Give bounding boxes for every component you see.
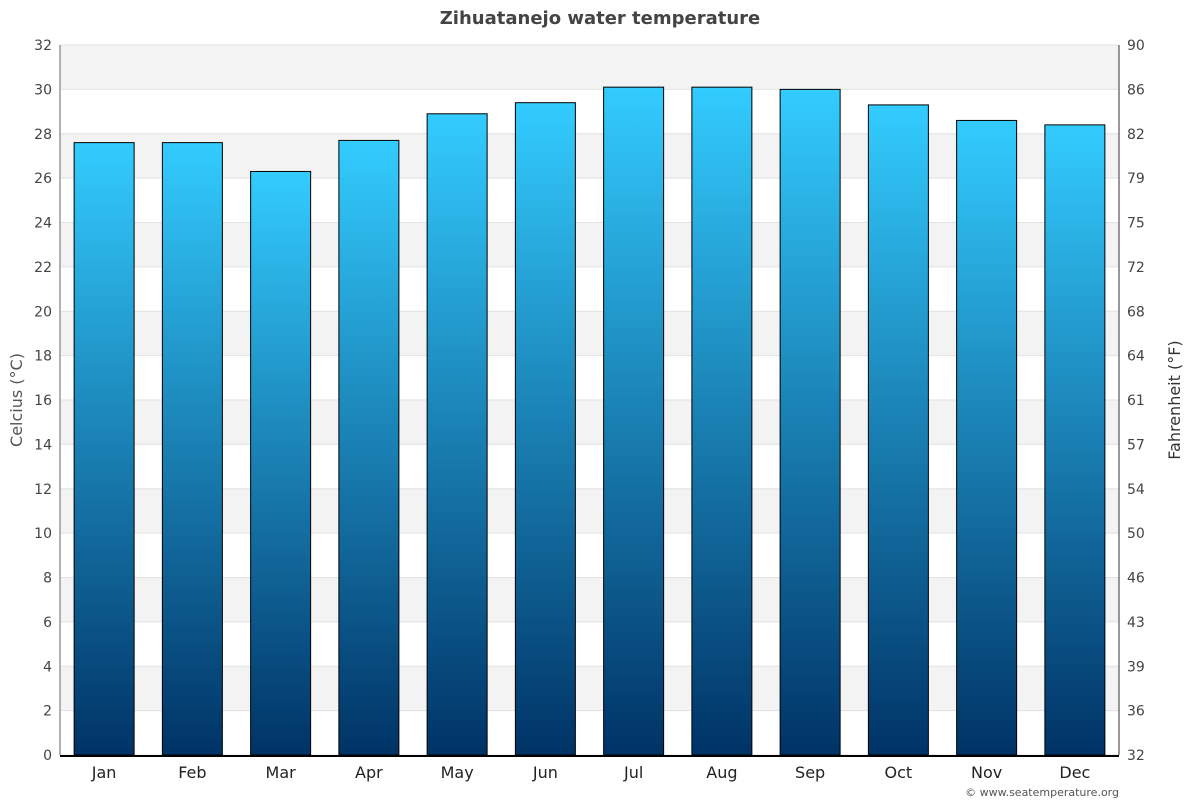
y-tick-label: 4 (43, 659, 52, 675)
y-tick-label-right: 46 (1127, 571, 1145, 587)
y-tick-label: 2 (43, 704, 52, 720)
grid-band (60, 45, 1119, 90)
grid-band (60, 222, 1119, 267)
y-tick-label: 32 (34, 38, 52, 54)
y-axis-right-label: Fahrenheit (°F) (1165, 340, 1184, 459)
y-tick-label: 6 (43, 615, 52, 631)
y-tick-label: 0 (43, 748, 52, 764)
bar-dec (1044, 124, 1106, 756)
bar-jan (73, 142, 135, 756)
bar-sep (779, 88, 841, 756)
y-tick-label: 24 (34, 216, 52, 232)
grid-band (60, 400, 1119, 445)
bar-nov (956, 119, 1018, 756)
y-tick-label: 10 (34, 526, 52, 542)
x-tick-label: Mar (266, 763, 297, 782)
y-tick-label: 14 (34, 437, 52, 453)
x-tick-label: Sep (795, 763, 825, 782)
x-tick-label: Apr (355, 763, 383, 782)
y-tick-label: 26 (34, 171, 52, 187)
x-tick-label: May (441, 763, 474, 782)
chart-title: Zihuatanejo water temperature (440, 8, 761, 29)
y-tick-label: 16 (34, 393, 52, 409)
y-tick-label: 20 (34, 304, 52, 320)
x-tick-label: Jun (532, 763, 558, 782)
bar-jun (514, 102, 576, 756)
y-axis-label: Celcius (°C) (7, 353, 26, 447)
x-tick-label: Dec (1059, 763, 1090, 782)
y-tick-label: 18 (34, 349, 52, 365)
grid-band (60, 666, 1119, 711)
bar-aug (691, 86, 753, 756)
y-tick-label: 22 (34, 260, 52, 276)
y-tick-label-right: 82 (1127, 127, 1145, 143)
grid-band (60, 133, 1119, 179)
y-tick-label-right: 43 (1127, 615, 1145, 631)
y-tick-label-right: 79 (1127, 171, 1145, 187)
bar-feb (161, 142, 223, 756)
grid-band (60, 311, 1119, 356)
bar-jul (603, 86, 665, 756)
grid-band (60, 488, 1119, 534)
y-tick-label: 8 (43, 571, 52, 587)
y-tick-label-right: 72 (1127, 260, 1145, 276)
bar-apr (338, 139, 400, 756)
bar-may (426, 113, 488, 756)
y-tick-label: 30 (34, 82, 52, 98)
y-tick-label-right: 39 (1127, 659, 1145, 675)
y-tick-label-right: 68 (1127, 304, 1145, 320)
x-tick-label: Oct (885, 763, 913, 782)
bar-mar (250, 170, 312, 756)
y-tick-label-right: 64 (1127, 349, 1145, 365)
x-tick-label: Nov (971, 763, 1002, 782)
y-tick-label-right: 36 (1127, 704, 1145, 720)
y-tick-label-right: 61 (1127, 393, 1145, 409)
x-tick-label: Jan (91, 763, 117, 782)
y-tick-label: 12 (34, 482, 52, 498)
grid-band (60, 577, 1119, 622)
y-tick-label-right: 86 (1127, 82, 1145, 98)
y-tick-label-right: 54 (1127, 482, 1145, 498)
y-tick-label-right: 90 (1127, 38, 1145, 54)
bar-oct (867, 104, 929, 756)
credit: © www.seatemperature.org (965, 786, 1119, 799)
y-tick-label-right: 57 (1127, 437, 1145, 453)
y-tick-label-right: 32 (1127, 748, 1145, 764)
x-tick-label: Aug (706, 763, 737, 782)
y-tick-label-right: 50 (1127, 526, 1145, 542)
y-tick-label-right: 75 (1127, 216, 1145, 232)
x-tick-label: Feb (178, 763, 206, 782)
y-tick-label: 28 (34, 127, 52, 143)
x-tick-label: Jul (623, 763, 643, 782)
